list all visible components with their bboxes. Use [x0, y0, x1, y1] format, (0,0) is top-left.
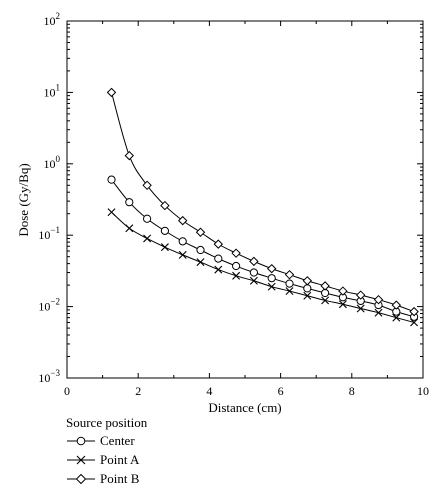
y-tick-label: 100 — [44, 154, 61, 171]
data-point-point-a — [267, 282, 276, 291]
data-point-point-a — [125, 224, 134, 233]
plot-frame — [66, 20, 424, 379]
series-layer — [106, 87, 419, 327]
data-point-point-a — [303, 291, 312, 300]
data-point-point-a — [143, 234, 152, 243]
y-tick-label: 102 — [44, 11, 61, 28]
data-point-point-b — [302, 276, 313, 286]
data-point-center — [160, 226, 169, 235]
x-marker-icon — [67, 455, 95, 465]
data-point-point-b — [106, 87, 117, 98]
legend-label-point-a: Point A — [100, 452, 140, 467]
series-line-point-a — [111, 211, 415, 323]
x-tick-label: 0 — [64, 384, 70, 398]
data-point-point-a — [160, 243, 169, 252]
data-point-point-a — [410, 318, 419, 327]
data-point-center — [232, 261, 241, 271]
series-point-b — [106, 87, 419, 317]
data-point-point-b — [409, 306, 419, 317]
legend-item-center: Center — [66, 433, 256, 449]
data-point-point-a — [338, 300, 347, 309]
x-tick-label: 4 — [206, 384, 212, 398]
legend-item-point-a: Point A — [66, 452, 256, 468]
y-axis-ticks: 10−3 10−2 10−1 100 101 102 — [38, 11, 423, 385]
x-axis-label: Distance (cm) — [208, 400, 281, 415]
data-point-point-b — [320, 281, 330, 291]
data-point-center — [214, 254, 223, 263]
data-point-point-b — [213, 239, 224, 249]
data-point-point-b — [249, 256, 259, 267]
legend: Source position Center Point A Point B — [66, 415, 266, 495]
series-line-center — [111, 179, 415, 318]
y-tick-label: 101 — [44, 82, 61, 99]
data-point-point-b — [195, 227, 206, 237]
data-point-point-b — [355, 290, 366, 300]
data-point-point-b — [391, 300, 402, 310]
legend-title: Source position — [66, 415, 148, 430]
y-tick-label: 10−3 — [38, 368, 60, 385]
data-point-point-a — [321, 296, 330, 305]
circle-marker-icon — [67, 436, 95, 446]
series-center — [107, 175, 419, 321]
legend-item-point-b: Point B — [66, 471, 256, 487]
data-point-point-a — [178, 250, 187, 259]
data-point-center — [143, 214, 152, 223]
data-point-point-a — [232, 271, 241, 280]
x-tick-label: 6 — [278, 384, 284, 398]
y-tick-label: 10−1 — [38, 225, 60, 242]
data-point-center — [267, 274, 276, 283]
data-point-center — [303, 284, 312, 293]
data-point-point-b — [284, 269, 295, 280]
x-tick-label: 8 — [349, 384, 355, 398]
data-point-center — [107, 175, 116, 184]
dose-distance-chart: 0 2 4 6 8 10 10−3 10−2 10−1 100 101 102 Distance (… — [16, 11, 429, 415]
data-point-point-a — [374, 308, 383, 317]
data-point-point-a — [249, 276, 258, 285]
series-line-point-b — [111, 92, 415, 313]
data-point-point-b — [124, 150, 135, 161]
y-axis-label: Dose (Gy/Bq) — [16, 163, 31, 236]
data-point-center — [178, 237, 187, 246]
data-point-point-b — [338, 286, 348, 296]
data-point-point-b — [142, 180, 152, 191]
x-tick-label: 2 — [135, 384, 141, 398]
x-tick-label: 10 — [417, 384, 429, 398]
x-axis-ticks: 0 2 4 6 8 10 — [64, 21, 429, 398]
legend-label-center: Center — [100, 433, 135, 448]
data-point-point-a — [107, 208, 116, 217]
data-point-point-a — [214, 265, 223, 274]
data-point-center — [196, 245, 205, 255]
series-point-a — [107, 208, 419, 327]
data-point-point-a — [285, 287, 294, 296]
data-point-point-b — [231, 248, 241, 258]
data-point-point-a — [392, 313, 401, 322]
legend-label-point-b: Point B — [100, 471, 140, 486]
data-point-point-b — [160, 200, 170, 211]
data-point-center — [285, 279, 294, 288]
data-point-point-b — [266, 263, 277, 274]
y-tick-label: 10−2 — [38, 297, 60, 314]
data-point-point-a — [196, 258, 205, 267]
data-point-center — [125, 198, 134, 207]
data-point-point-a — [356, 304, 365, 313]
diamond-marker-icon — [67, 473, 95, 485]
data-point-point-b — [373, 294, 384, 305]
data-point-center — [249, 268, 258, 277]
data-point-point-b — [177, 215, 188, 226]
